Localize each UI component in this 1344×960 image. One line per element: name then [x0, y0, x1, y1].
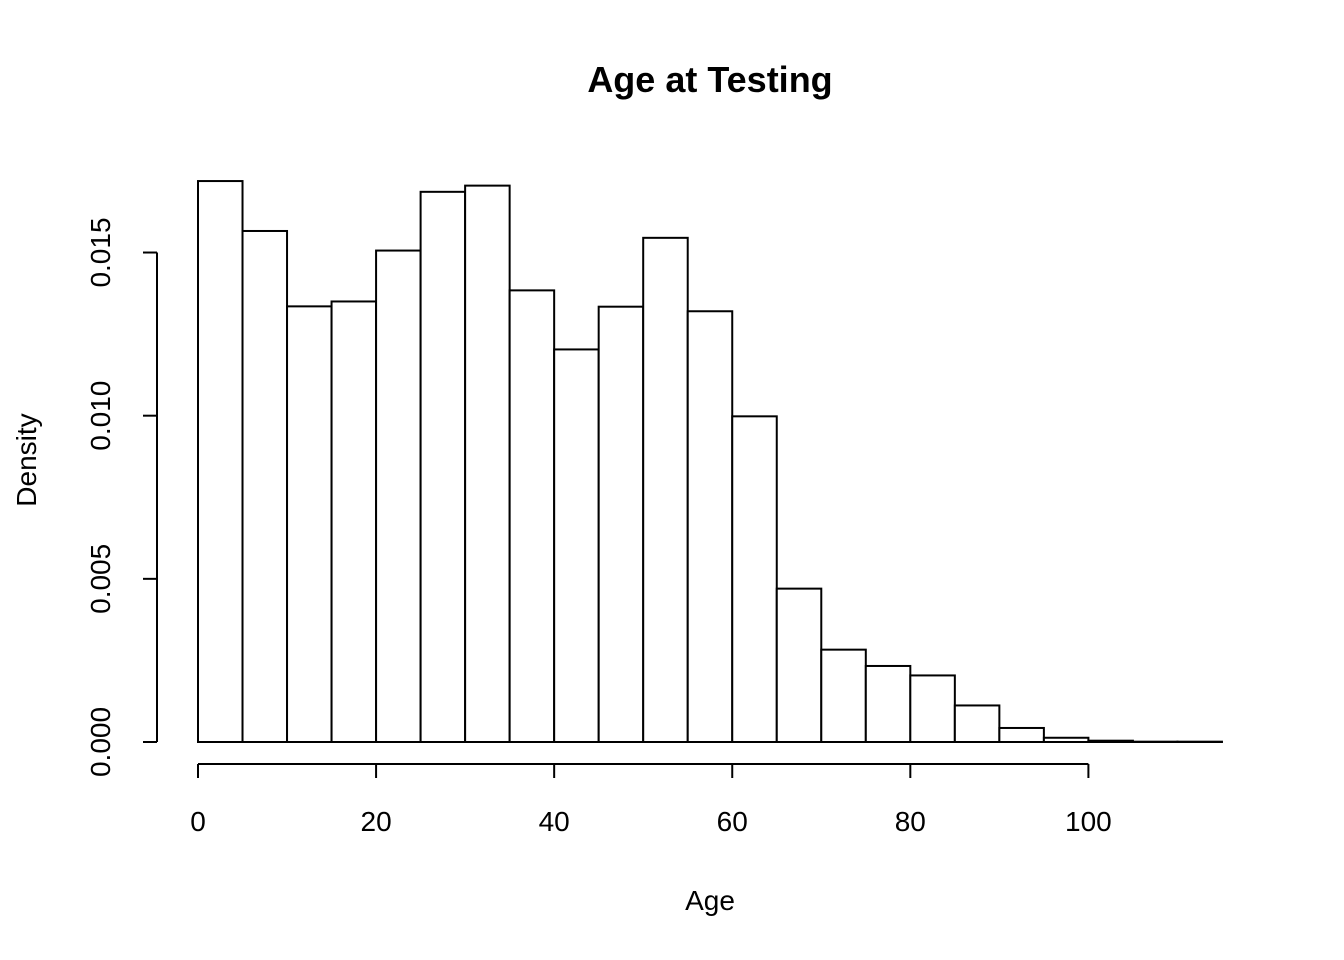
histogram-bar — [731, 415, 778, 743]
x-tick-label: 40 — [539, 806, 570, 837]
histogram-bar — [330, 300, 378, 743]
y-axis: 0.000 0.005 0.010 0.015 — [85, 217, 158, 777]
chart-title: Age at Testing — [587, 59, 832, 100]
histogram-bar — [419, 190, 467, 744]
y-tick-label: 0.000 — [85, 707, 116, 777]
x-tick-label: 100 — [1065, 806, 1112, 837]
histogram-bar — [197, 180, 244, 744]
histogram-bar — [642, 236, 689, 743]
histogram-bar — [820, 648, 867, 743]
histogram-bar — [375, 249, 422, 743]
bars-group — [197, 180, 1223, 744]
histogram-bar — [241, 229, 289, 743]
histogram-bar — [286, 305, 333, 743]
histogram-bar — [909, 674, 956, 744]
histogram-bar — [464, 184, 511, 744]
histogram-bar — [953, 704, 1001, 743]
histogram-bar — [686, 310, 734, 743]
x-tick-label: 60 — [717, 806, 748, 837]
x-tick-label: 80 — [895, 806, 926, 837]
histogram-bar — [508, 289, 556, 743]
y-axis-label: Density — [11, 413, 42, 506]
histogram-bar — [998, 726, 1045, 744]
histogram-bar — [864, 664, 912, 744]
x-axis: 0 20 40 60 80 100 — [190, 763, 1112, 837]
histogram-bar — [553, 348, 600, 743]
x-axis-label: Age — [685, 885, 735, 916]
y-tick-label: 0.015 — [85, 217, 116, 287]
y-tick-label: 0.005 — [85, 544, 116, 614]
histogram-bar — [775, 587, 823, 743]
histogram-bar — [597, 305, 645, 743]
x-tick-label: 20 — [361, 806, 392, 837]
y-tick-label: 0.010 — [85, 381, 116, 451]
x-tick-label: 0 — [190, 806, 206, 837]
